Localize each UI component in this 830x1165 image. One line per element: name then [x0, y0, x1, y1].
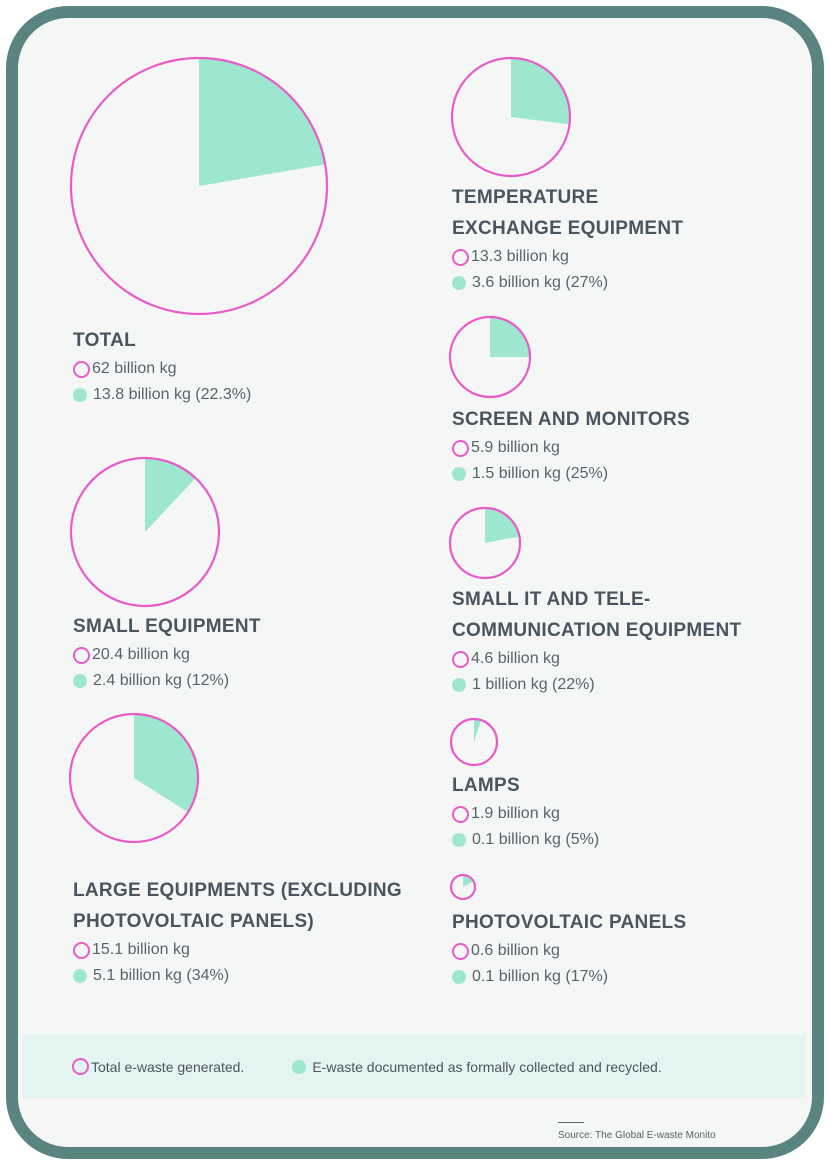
recycled-line: 1.5 billion kg (25%): [452, 461, 690, 487]
pie-outline-total: [448, 506, 522, 580]
generated-value: 4.6 billion kg: [471, 650, 560, 667]
ring-icon: [73, 360, 90, 378]
pie-outline-total: [449, 717, 499, 767]
category-block: TEMPERATURE EXCHANGE EQUIPMENT 13.3 billio…: [452, 182, 683, 296]
dot-icon: [73, 674, 87, 688]
dot-icon: [73, 388, 87, 402]
generated-value: 15.1 billion kg: [92, 941, 190, 958]
ring-icon: [452, 248, 469, 266]
dot-icon: [452, 467, 466, 481]
generated-value: 0.6 billion kg: [471, 942, 560, 959]
recycled-value: 3.6 billion kg (27%): [472, 274, 609, 291]
recycled-line: 2.4 billion kg (12%): [73, 668, 261, 694]
category-block: TOTAL 62 billion kg 13.8 billion kg (22.3%…: [73, 325, 251, 408]
category-title: PHOTOVOLTAIC PANELS: [452, 912, 687, 933]
ring-icon: [72, 1058, 89, 1075]
recycled-line: 3.6 billion kg (27%): [452, 270, 683, 296]
generated-line: 62 billion kg: [73, 356, 251, 382]
legend-label-recycled: E-waste documented as formally collected…: [312, 1058, 662, 1075]
generated-line: 4.6 billion kg: [452, 646, 741, 672]
category-title: SMALL EQUIPMENT: [73, 616, 261, 637]
category-title: TEMPERATURE: [452, 187, 599, 208]
recycled-value: 0.1 billion kg (17%): [472, 968, 609, 985]
category-block: SMALL IT AND TELE- COMMUNICATION EQUIPMEN…: [452, 584, 741, 698]
category-title: SMALL IT AND TELE-: [452, 589, 651, 610]
generated-value: 20.4 billion kg: [92, 646, 190, 663]
category-title: PHOTOVOLTAIC PANELS): [73, 911, 315, 932]
pie-slice-recycled: [485, 508, 520, 543]
source-note: Source: The Global E-waste Monito: [558, 1122, 716, 1141]
generated-value: 1.9 billion kg: [471, 805, 560, 822]
category-block: SMALL EQUIPMENT 20.4 billion kg 2.4 billio…: [73, 611, 261, 694]
pie-outline-total: [69, 56, 329, 316]
recycled-value: 1.5 billion kg (25%): [472, 465, 609, 482]
pie-outline-total: [69, 456, 221, 608]
dot-icon: [73, 969, 87, 983]
generated-line: 5.9 billion kg: [452, 435, 690, 461]
category-title: COMMUNICATION EQUIPMENT: [452, 620, 742, 641]
generated-line: 0.6 billion kg: [452, 938, 686, 964]
category-title: SCREEN AND MONITORS: [452, 409, 690, 430]
recycled-line: 1 billion kg (22%): [452, 672, 741, 698]
ring-icon: [452, 439, 469, 457]
generated-line: 15.1 billion kg: [73, 937, 402, 963]
generated-line: 13.3 billion kg: [452, 244, 683, 270]
ring-icon: [452, 942, 469, 960]
pie-slice-recycled: [145, 458, 196, 532]
recycled-value: 0.1 billion kg (5%): [472, 831, 600, 848]
category-block: SCREEN AND MONITORS 5.9 billion kg 1.5 bil…: [452, 404, 690, 487]
dot-icon: [452, 970, 466, 984]
category-title: LAMPS: [452, 775, 520, 796]
category-title: TOTAL: [73, 330, 137, 351]
recycled-line: 13.8 billion kg (22.3%): [73, 382, 251, 408]
recycled-line: 5.1 billion kg (34%): [73, 963, 402, 989]
category-title: LARGE EQUIPMENTS (EXCLUDING: [73, 880, 403, 901]
recycled-value: 5.1 billion kg (34%): [93, 967, 230, 984]
pie-slice-recycled: [490, 317, 530, 357]
recycled-value: 2.4 billion kg (12%): [93, 672, 230, 689]
legend: Total e-waste generated. E-waste documen…: [22, 1035, 806, 1098]
ring-icon: [452, 650, 469, 668]
pie-outline-total: [449, 873, 477, 901]
legend-item-recycled: E-waste documented as formally collected…: [292, 1058, 662, 1075]
pie-outline-total: [448, 315, 532, 399]
pie-outline-total: [450, 56, 572, 178]
category-block: PHOTOVOLTAIC PANELS 0.6 billion kg 0.1 bil…: [452, 907, 686, 990]
ring-icon: [452, 805, 469, 823]
pie-outline-total: [68, 712, 200, 844]
recycled-line: 0.1 billion kg (17%): [452, 964, 686, 990]
pie-slice-recycled: [474, 718, 482, 742]
generated-line: 1.9 billion kg: [452, 801, 599, 827]
generated-value: 13.3 billion kg: [471, 248, 569, 265]
ring-icon: [73, 646, 90, 664]
dot-icon: [452, 276, 466, 290]
recycled-value: 1 billion kg (22%): [472, 676, 595, 693]
dot-icon: [452, 678, 466, 692]
category-block: LARGE EQUIPMENTS (EXCLUDING PHOTOVOLTAIC …: [73, 875, 402, 989]
category-block: LAMPS 1.9 billion kg 0.1 billion kg (5%): [452, 770, 599, 853]
generated-value: 62 billion kg: [92, 360, 177, 377]
pie-slice-recycled: [134, 714, 198, 813]
pie-slice-recycled: [199, 58, 326, 186]
recycled-value: 13.8 billion kg (22.3%): [93, 386, 252, 403]
category-title: EXCHANGE EQUIPMENT: [452, 218, 684, 239]
infographic-frame: [6, 6, 824, 1159]
dot-icon: [452, 833, 466, 847]
pie-slice-recycled: [511, 58, 570, 125]
ring-icon: [73, 941, 90, 959]
dot-icon: [292, 1059, 307, 1074]
legend-item-generated: Total e-waste generated.: [72, 1058, 244, 1075]
generated-value: 5.9 billion kg: [471, 439, 560, 456]
recycled-line: 0.1 billion kg (5%): [452, 827, 599, 853]
legend-label-generated: Total e-waste generated.: [91, 1058, 245, 1075]
generated-line: 20.4 billion kg: [73, 642, 261, 668]
